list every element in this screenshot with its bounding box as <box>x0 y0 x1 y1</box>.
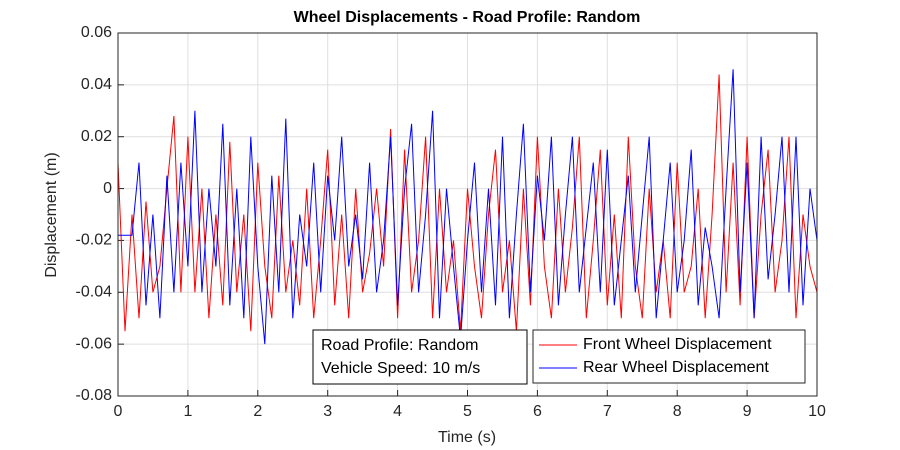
y-axis-label: Displacement (m) <box>43 152 60 277</box>
y-tick-label: 0.04 <box>81 76 112 93</box>
x-tick-label: 0 <box>114 403 123 420</box>
y-tick-label: -0.08 <box>76 387 113 404</box>
x-tick-label: 4 <box>393 403 402 420</box>
x-tick-label: 1 <box>183 403 192 420</box>
x-tick-label: 8 <box>673 403 682 420</box>
data-line <box>118 69 818 345</box>
x-tick-label: 9 <box>743 403 752 420</box>
x-axis-label: Time (s) <box>438 429 496 446</box>
chart-title: Wheel Displacements - Road Profile: Rand… <box>294 9 641 26</box>
y-tick-label: 0 <box>103 180 112 197</box>
x-tick-label: 7 <box>603 403 612 420</box>
y-tick-label: -0.06 <box>76 335 113 352</box>
y-tick-label: 0.02 <box>81 128 112 145</box>
legend-box <box>532 329 806 384</box>
data-line <box>117 74 818 332</box>
annotation-box <box>312 329 528 385</box>
x-tick-label: 6 <box>533 403 542 420</box>
axes-box <box>117 32 818 397</box>
y-tick-label: 0.06 <box>81 24 112 41</box>
y-tick-label: -0.04 <box>76 284 113 301</box>
legend-label: Rear Wheel Displacement <box>583 359 769 376</box>
y-tick-label: -0.02 <box>76 232 113 249</box>
annotation-text: Vehicle Speed: 10 m/s <box>321 360 480 377</box>
x-tick-label: 2 <box>253 403 262 420</box>
x-tick-label: 3 <box>323 403 332 420</box>
x-tick-label: 5 <box>463 403 472 420</box>
annotation-text: Road Profile: Random <box>321 337 478 354</box>
legend-label: Front Wheel Displacement <box>583 336 772 353</box>
x-tick-label: 10 <box>808 403 826 420</box>
